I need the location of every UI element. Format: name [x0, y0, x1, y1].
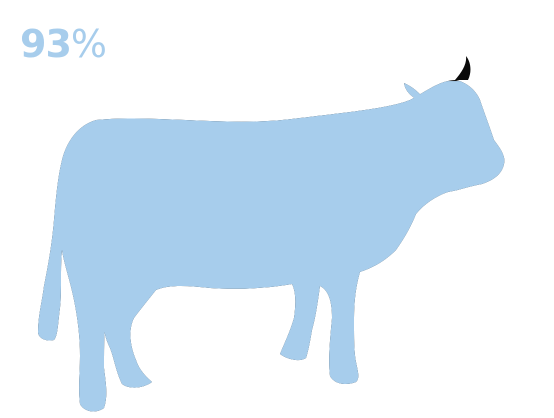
percentage-symbol: %	[70, 22, 107, 66]
percentage-value: 93	[20, 22, 72, 66]
cow-filled-region	[38, 81, 505, 412]
percentage-label: 93%	[20, 20, 107, 68]
